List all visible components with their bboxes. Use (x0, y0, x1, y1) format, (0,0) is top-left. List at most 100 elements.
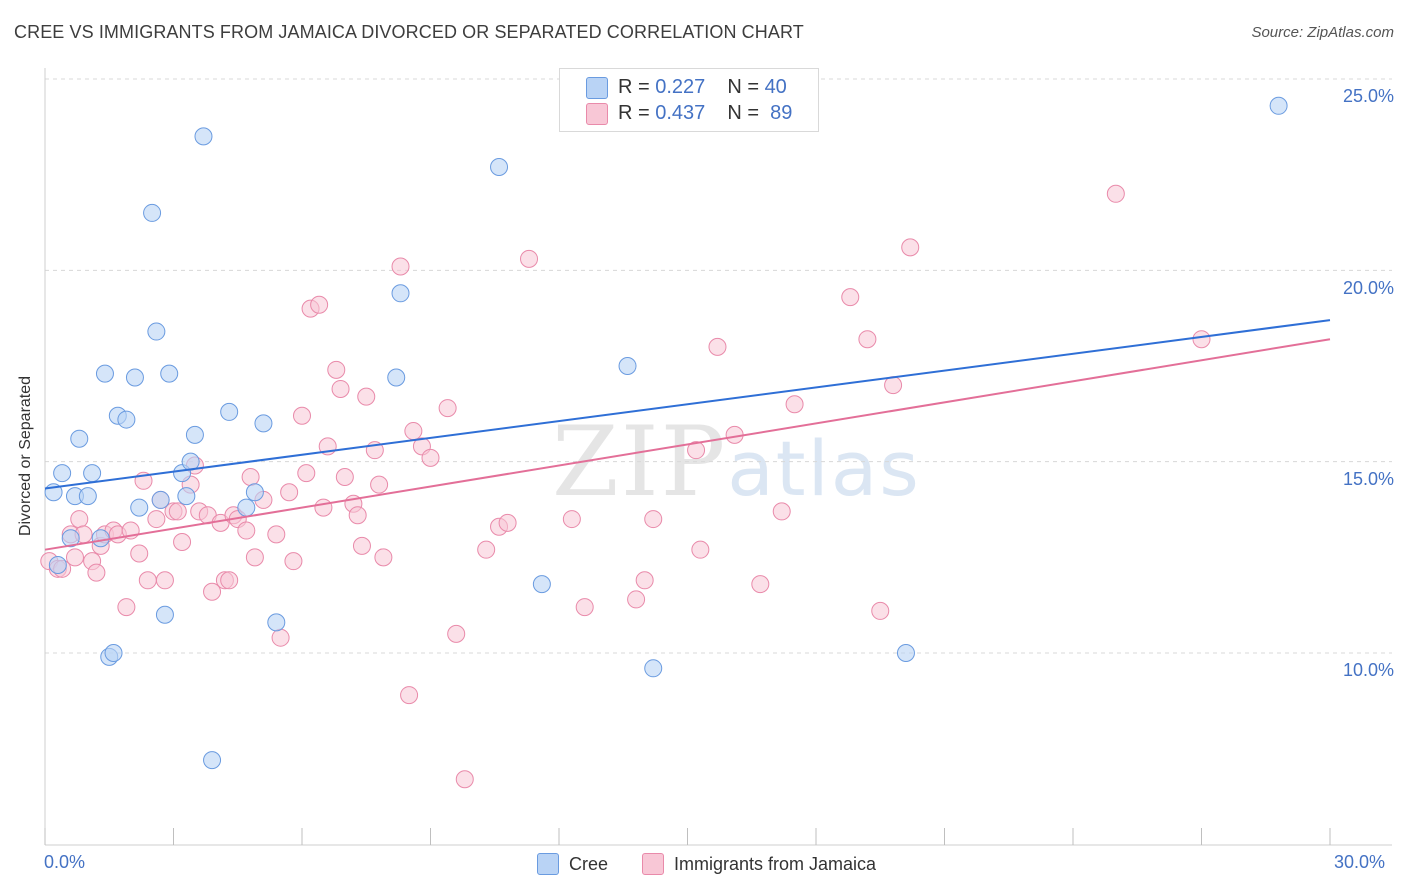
correlation-legend: R = 0.227 N = 40 R = 0.437 N = 89 (559, 68, 819, 132)
watermark-atlas: atlas (727, 424, 921, 513)
jamaica-point (130, 544, 149, 563)
cree-legend-row: R = 0.227 N = 40 (618, 75, 787, 99)
trend-lines (44, 319, 1331, 551)
jamaica-point (352, 536, 371, 555)
cree-point (104, 644, 123, 662)
jamaica-point (117, 598, 136, 617)
cree-point (117, 410, 136, 429)
cree-point (95, 364, 114, 383)
jamaica-point (374, 548, 393, 567)
jamaica-point (284, 552, 303, 571)
jamaica-point (70, 510, 89, 529)
cree-point (1269, 96, 1288, 115)
cree-point (267, 613, 286, 632)
cree-n-value: 40 (764, 75, 787, 98)
y-tick-label-10: 10.0% (1342, 660, 1394, 680)
cree-point (644, 659, 663, 678)
jamaica-point (147, 510, 166, 529)
jamaica-point (245, 548, 264, 567)
jamaica-point (751, 575, 770, 594)
axes (44, 68, 1392, 846)
cree-trend-line (44, 319, 1331, 490)
jamaica-point (575, 598, 594, 617)
jamaica-points (40, 184, 1211, 789)
jamaica-point (297, 464, 316, 483)
jamaica-point (370, 475, 389, 494)
x-tick-label-min: 0.0% (44, 852, 86, 872)
jamaica-point (455, 770, 474, 789)
cree-point (147, 322, 166, 341)
cree-point (896, 644, 915, 662)
jamaica-legend-swatch (586, 103, 608, 125)
jamaica-point (858, 330, 877, 349)
jamaica-point (1106, 184, 1125, 203)
jamaica-r-value: 0.437 (655, 101, 706, 124)
jamaica-point (708, 337, 727, 356)
cree-legend-swatch (586, 77, 608, 99)
y-axis-label: Divorced or Separated (17, 375, 34, 537)
jamaica-point (348, 506, 367, 525)
jamaica-point (627, 590, 646, 609)
legend-swatch-jamaica (642, 853, 664, 875)
jamaica-point (280, 483, 299, 502)
jamaica-point (1192, 330, 1211, 349)
jamaica-point (421, 448, 440, 467)
jamaica-r-label: R = (618, 101, 650, 124)
jamaica-point (644, 510, 663, 529)
jamaica-point (400, 686, 419, 705)
gridlines (45, 78, 1392, 654)
jamaica-point (87, 563, 106, 582)
cree-point (70, 429, 89, 448)
source-label: Source: ZipAtlas.com (1251, 24, 1394, 41)
jamaica-point (65, 548, 84, 567)
jamaica-point (785, 395, 804, 414)
jamaica-point (168, 502, 187, 521)
cree-point (490, 158, 509, 177)
cree-point (61, 529, 80, 548)
jamaica-point (203, 582, 222, 601)
jamaica-point (241, 467, 260, 486)
jamaica-point (271, 628, 290, 647)
jamaica-point (173, 533, 192, 552)
jamaica-point (635, 571, 654, 590)
cree-point (203, 751, 222, 770)
y-tick-label-25: 25.0% (1342, 86, 1394, 106)
cree-point (194, 127, 213, 146)
cree-point (220, 402, 239, 421)
legend-swatch-cree (537, 853, 559, 875)
cree-point (130, 498, 149, 517)
cree-points (44, 96, 1288, 770)
jamaica-point (155, 571, 174, 590)
jamaica-point (477, 540, 496, 559)
cree-point (125, 368, 144, 387)
jamaica-point (267, 525, 286, 544)
jamaica-point (498, 513, 517, 532)
jamaica-point (138, 571, 157, 590)
jamaica-point (314, 498, 333, 517)
jamaica-point (884, 376, 903, 395)
cree-point (48, 555, 67, 574)
cree-point (532, 575, 551, 594)
jamaica-trend-line (44, 338, 1331, 551)
jamaica-point (562, 510, 581, 529)
jamaica-point (901, 238, 920, 257)
cree-point (151, 490, 170, 509)
cree-point (254, 414, 273, 433)
cree-point (387, 368, 406, 387)
cree-point (91, 529, 110, 548)
cree-point (185, 425, 204, 444)
jamaica-point (335, 467, 354, 486)
jamaica-point (331, 379, 350, 398)
cree-r-value: 0.227 (655, 75, 706, 98)
cree-point (245, 483, 264, 502)
jamaica-point (237, 521, 256, 540)
cree-point (160, 364, 179, 383)
jamaica-point (438, 399, 457, 418)
series-legend: Cree Immigrants from Jamaica (0, 852, 1406, 876)
jamaica-point (687, 441, 706, 460)
cree-point (618, 357, 637, 375)
jamaica-point (841, 288, 860, 307)
jamaica-point (327, 360, 346, 379)
legend-item-jamaica: Immigrants from Jamaica (642, 853, 876, 875)
